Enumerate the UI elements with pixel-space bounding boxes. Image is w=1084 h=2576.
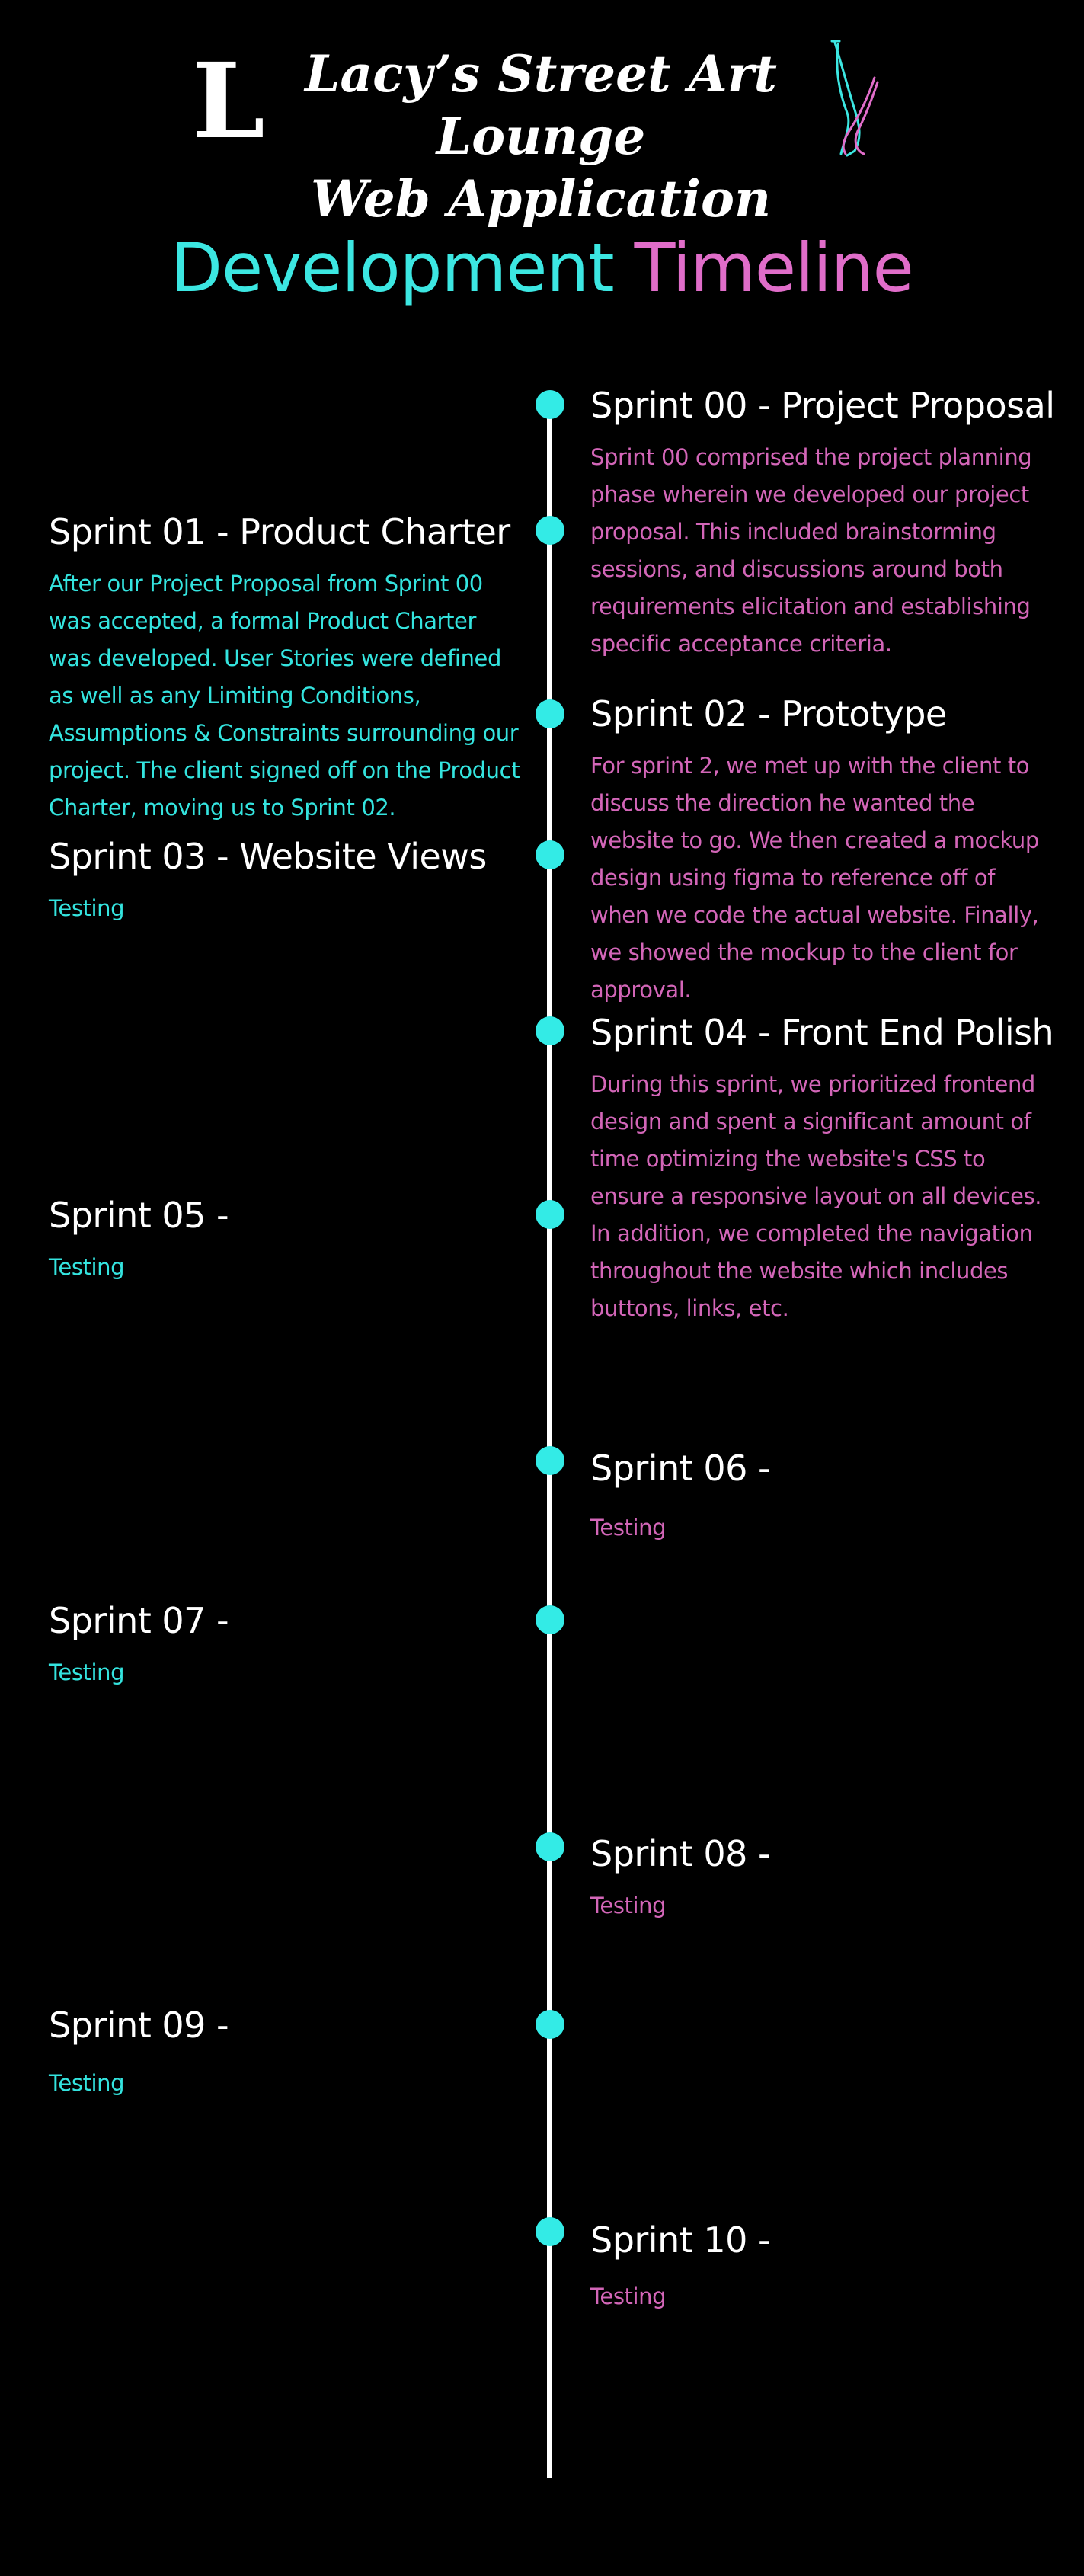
- timeline-entry-sprint-10: Sprint 10 - Testing: [590, 2217, 1047, 2315]
- sprint-description: Testing: [49, 1659, 125, 1685]
- timeline-dot: [536, 2010, 564, 2039]
- timeline-entry-sprint-03: Sprint 03 - Website Views Testing: [49, 834, 521, 927]
- sprint-title: Sprint 06 -: [590, 1448, 771, 1489]
- sprint-title: Sprint 08 -: [590, 1833, 771, 1874]
- sprint-description: Testing: [49, 895, 125, 921]
- timeline-entry-sprint-01: Sprint 01 - Product Charter After our Pr…: [49, 509, 521, 827]
- sprint-title: Sprint 03 - Website Views: [49, 836, 487, 877]
- app-title-line-2: Web Application: [310, 169, 772, 229]
- app-title-line-1: Lacy’s Street Art Lounge: [304, 44, 778, 166]
- sprint-title: Sprint 04 - Front End Polish: [590, 1012, 1054, 1053]
- sprint-description: Testing: [49, 2070, 125, 2096]
- timeline-dot: [536, 1605, 564, 1634]
- timeline-entry-sprint-00: Sprint 00 - Project Proposal Sprint 00 c…: [590, 382, 1055, 663]
- sprint-title: Sprint 10 -: [590, 2219, 771, 2261]
- sprint-description: Testing: [590, 1893, 667, 1918]
- timeline-dot: [536, 1016, 564, 1045]
- sprint-description: Sprint 00 comprised the project planning…: [590, 444, 1032, 657]
- timeline-line: [547, 404, 552, 2478]
- timeline-entry-sprint-08: Sprint 08 - Testing: [590, 1831, 1047, 1925]
- page-heading-part-1: Development: [171, 229, 614, 307]
- app-title: Lacy’s Street Art Lounge Web Application: [274, 43, 807, 230]
- sprint-description: Testing: [590, 1515, 667, 1541]
- page-heading: Development Timeline: [0, 222, 1084, 314]
- timeline-dot: [536, 2217, 564, 2246]
- timeline-dot: [536, 699, 564, 728]
- timeline-entry-sprint-07: Sprint 07 - Testing: [49, 1598, 521, 1691]
- timeline-dot: [536, 1200, 564, 1229]
- sprint-title: Sprint 05 -: [49, 1195, 229, 1236]
- logo-letter: L: [192, 40, 265, 162]
- timeline-dot: [536, 1446, 564, 1475]
- sprint-title: Sprint 01 - Product Charter: [49, 511, 510, 552]
- timeline-dot: [536, 516, 564, 545]
- sprint-description: Testing: [590, 2283, 667, 2309]
- timeline-entry-sprint-04: Sprint 04 - Front End Polish During this…: [590, 1010, 1054, 1327]
- sprint-title: Sprint 00 - Project Proposal: [590, 385, 1055, 426]
- sprint-description: After our Project Proposal from Sprint 0…: [49, 571, 520, 821]
- sprint-description: During this sprint, we prioritized front…: [590, 1071, 1042, 1321]
- timeline-dot: [536, 1832, 564, 1861]
- timeline-dot: [536, 840, 564, 869]
- sprint-title: Sprint 09 -: [49, 2005, 229, 2046]
- sprint-title: Sprint 02 - Prototype: [590, 693, 947, 734]
- legs-icon: [830, 40, 879, 157]
- timeline-entry-sprint-02: Sprint 02 - Prototype For sprint 2, we m…: [590, 691, 1047, 1009]
- timeline-dot: [536, 390, 564, 419]
- timeline-entry-sprint-06: Sprint 06 - Testing: [590, 1445, 1047, 1547]
- sprint-description: For sprint 2, we met up with the client …: [590, 753, 1039, 1003]
- sprint-description: Testing: [49, 1254, 125, 1280]
- timeline-entry-sprint-09: Sprint 09 - Testing: [49, 2002, 521, 2102]
- timeline-entry-sprint-05: Sprint 05 - Testing: [49, 1192, 521, 1286]
- page-heading-part-2: Timeline: [634, 229, 914, 307]
- sprint-title: Sprint 07 -: [49, 1600, 229, 1641]
